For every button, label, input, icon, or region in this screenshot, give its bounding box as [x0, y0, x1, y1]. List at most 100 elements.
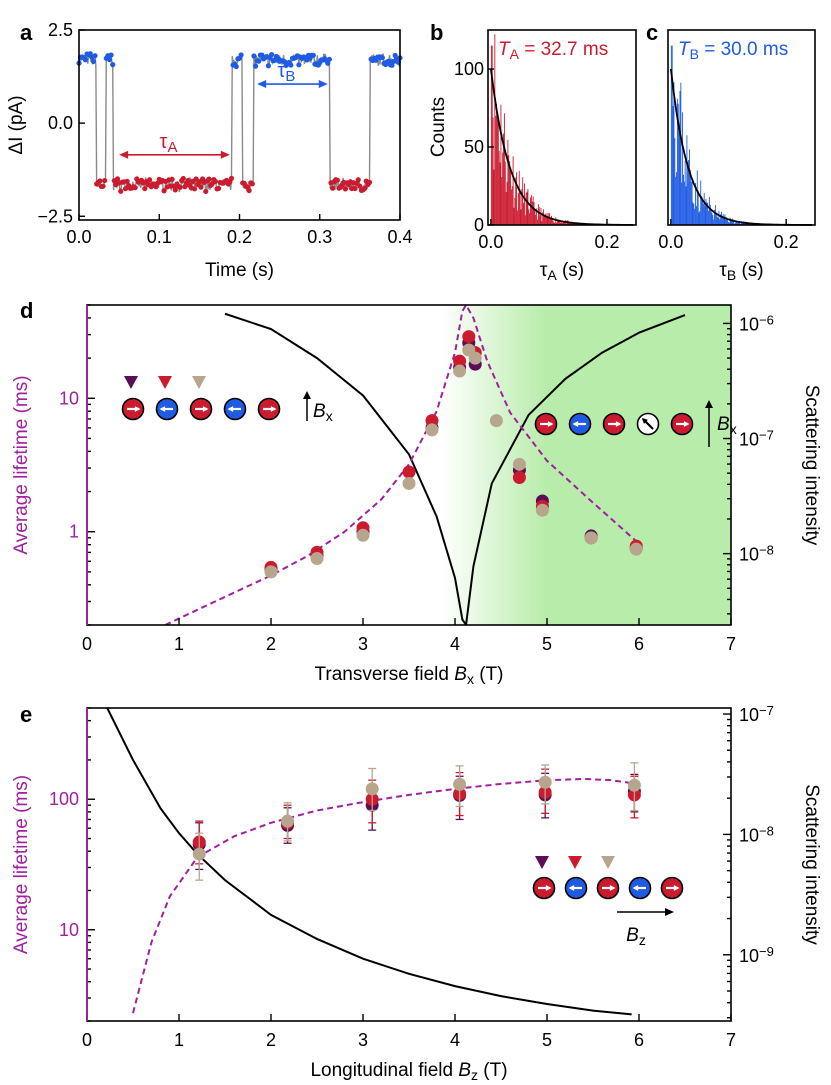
panel-e-data-point: [538, 775, 552, 789]
panel-e-xlabel-part: Longitudinal field: [310, 1060, 458, 1081]
hist-bar: [501, 177, 503, 225]
hist-bar: [534, 210, 536, 225]
legend-triangle-red: [158, 376, 172, 389]
panel-d-lifetime-fit: [164, 305, 637, 625]
panel-e-xtick-label: 5: [542, 1030, 552, 1050]
field-label-e-part: z: [639, 932, 646, 948]
panel-e-data-point: [365, 782, 379, 796]
hist-bar: [697, 190, 699, 225]
panel-d-xlabel-part: Transverse field: [315, 664, 455, 685]
spin-e-1-arrow-head: [568, 885, 575, 891]
hist-bar: [702, 203, 704, 225]
legend-triangle-e-red: [568, 856, 582, 869]
tau-label-B-part: B: [285, 68, 295, 85]
spin-e-4: [660, 876, 684, 900]
panel-b-xtick-label: 0.2: [594, 232, 619, 252]
hist-bar: [693, 203, 695, 225]
hist-bar: [544, 213, 546, 225]
hist-bar: [521, 189, 523, 225]
hist-bar: [704, 205, 706, 225]
field-arrowhead-d-right: [705, 400, 713, 408]
hist-bar: [526, 191, 528, 225]
hist-bar: [689, 149, 690, 225]
panel-b-xtick-label: 0.0: [478, 232, 503, 252]
hist-bar: [695, 183, 696, 225]
hist-bar: [671, 45, 673, 225]
hist-bar: [737, 223, 739, 225]
hist-bar: [569, 222, 571, 225]
hist-bar: [547, 217, 549, 225]
panel-e-xtick-label: 7: [726, 1030, 736, 1050]
trace-point: [191, 186, 198, 192]
hist-bar: [527, 189, 529, 225]
hist-bar: [708, 196, 710, 225]
panel-d-data-point: [512, 457, 526, 471]
field-label-d-right-part: x: [730, 421, 737, 437]
hist-bar: [537, 204, 539, 225]
panel-b-frame: [487, 29, 637, 226]
hist-bar: [710, 208, 712, 225]
tau-label-B-part: τ: [278, 60, 286, 82]
trace-point: [233, 63, 239, 70]
spin-e-0-arrow-head: [545, 885, 552, 891]
panel-d-ytick-right-label: 10−6: [739, 313, 774, 335]
hist-bar: [674, 138, 676, 225]
hist-bar: [557, 220, 559, 225]
tau-arrow-head-left-B: [257, 80, 267, 89]
hist-bar: [724, 214, 726, 225]
trace-point: [147, 177, 153, 183]
hist-bar: [529, 213, 531, 225]
hist-bar: [733, 221, 735, 225]
hist-bar: [515, 177, 517, 225]
panel-e-ylabel-left: Average lifetime (ms): [11, 775, 32, 954]
panel-c-xtick-label: 0.2: [774, 232, 799, 252]
tau-arrow-head-right-A: [220, 150, 230, 159]
spin-e-1: [564, 876, 588, 900]
hist-bar: [548, 213, 550, 225]
panel-d-xtick-label: 7: [726, 634, 736, 654]
hist-bar: [726, 217, 728, 225]
hist-bar: [738, 221, 740, 225]
trace-point: [352, 185, 358, 192]
panel-e-scattering-curve: [106, 708, 632, 1016]
hist-bar: [741, 222, 743, 225]
hist-bar: [679, 90, 681, 225]
hist-bar: [510, 169, 511, 225]
hist-bar: [730, 218, 732, 225]
panel-b-legend-part: = 32.7 ms: [519, 39, 608, 60]
trace-point: [334, 177, 341, 183]
hist-bar: [572, 222, 574, 225]
hist-bar: [496, 116, 498, 225]
hist-bar: [734, 222, 736, 225]
panel-e-series-red: [192, 768, 641, 865]
hist-bar: [732, 218, 734, 225]
spin-right-2: [602, 412, 626, 436]
hist-bar: [532, 196, 534, 225]
spin-right-3: [636, 412, 660, 436]
trace-point: [92, 53, 98, 59]
panel-d-data-point: [402, 476, 416, 490]
hist-bar: [672, 106, 674, 225]
panel-e-ytick-right-label-part: −8: [759, 824, 774, 839]
trace-point: [251, 53, 257, 59]
hist-bar: [557, 221, 558, 225]
hist-bar: [514, 197, 516, 225]
panel-b-xlabel: τA (s): [540, 260, 584, 283]
hist-bar: [721, 217, 723, 225]
hist-bar: [546, 212, 548, 225]
hist-bar: [537, 219, 538, 225]
hist-bar: [561, 221, 563, 225]
panel-d-data-point: [468, 351, 482, 365]
hist-bar: [523, 203, 525, 225]
hist-bar: [542, 212, 544, 225]
panel-d-data-point: [535, 503, 549, 517]
hist-bar: [736, 220, 738, 225]
hist-bar: [491, 45, 493, 225]
hist-bar: [559, 220, 561, 225]
panel-c-bars: [670, 45, 775, 225]
hist-bar: [694, 208, 696, 225]
trace-point: [325, 60, 331, 66]
panel-e-data-point: [627, 778, 641, 792]
hist-bar: [720, 214, 722, 225]
spin-e-3: [628, 876, 652, 900]
